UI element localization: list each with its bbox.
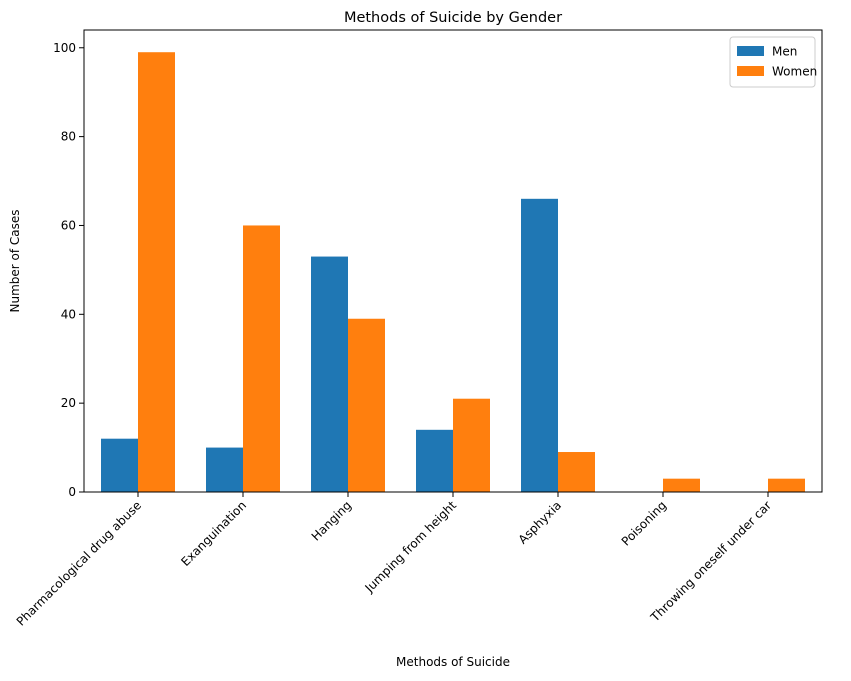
plot-frame xyxy=(83,29,823,493)
legend-label-men: Men xyxy=(772,45,797,59)
bar-women-5 xyxy=(663,478,700,492)
y-tick-label-2: 40 xyxy=(61,307,76,321)
bar-women-2 xyxy=(348,318,385,492)
y-tick-label-5: 100 xyxy=(53,41,76,55)
x-axis-label: Methods of Suicide xyxy=(396,655,510,669)
x-axis: Pharmacological drug abuse Exanguination H… xyxy=(14,492,774,629)
x-tick-label-1: Exanguination xyxy=(178,498,249,569)
y-tick-label-1: 20 xyxy=(61,396,76,410)
legend-swatch-women xyxy=(737,66,764,76)
legend-label-women: Women xyxy=(772,65,817,79)
bar-men-4 xyxy=(521,198,558,493)
bar-women-0 xyxy=(138,52,175,492)
bar-men-2 xyxy=(311,256,348,492)
bars-layer xyxy=(101,52,805,493)
x-tick-label-4: Asphyxia xyxy=(516,498,564,546)
x-tick-label-3: Jumping from height xyxy=(362,498,460,596)
y-axis: 0 20 40 60 80 100 xyxy=(53,41,84,499)
bar-women-4 xyxy=(558,452,595,492)
y-axis-label: Number of Cases xyxy=(8,209,22,312)
x-tick-label-6: Throwing oneself under car xyxy=(647,498,774,625)
bar-men-3 xyxy=(416,429,453,492)
bar-men-0 xyxy=(101,438,138,492)
x-tick-label-2: Hanging xyxy=(309,498,354,543)
x-tick-label-0: Pharmacological drug abuse xyxy=(14,498,144,628)
legend: Men Women xyxy=(729,36,817,88)
chart-title: Methods of Suicide by Gender xyxy=(344,10,562,26)
y-tick-label-4: 80 xyxy=(61,130,76,144)
bar-women-6 xyxy=(768,478,805,492)
bar-men-1 xyxy=(206,447,243,492)
y-tick-label-0: 0 xyxy=(68,485,76,499)
y-tick-label-3: 60 xyxy=(61,218,76,232)
x-tick-label-5: Poisoning xyxy=(619,498,669,548)
bar-women-3 xyxy=(453,398,490,492)
legend-swatch-men xyxy=(737,46,764,56)
bar-women-1 xyxy=(243,225,280,492)
